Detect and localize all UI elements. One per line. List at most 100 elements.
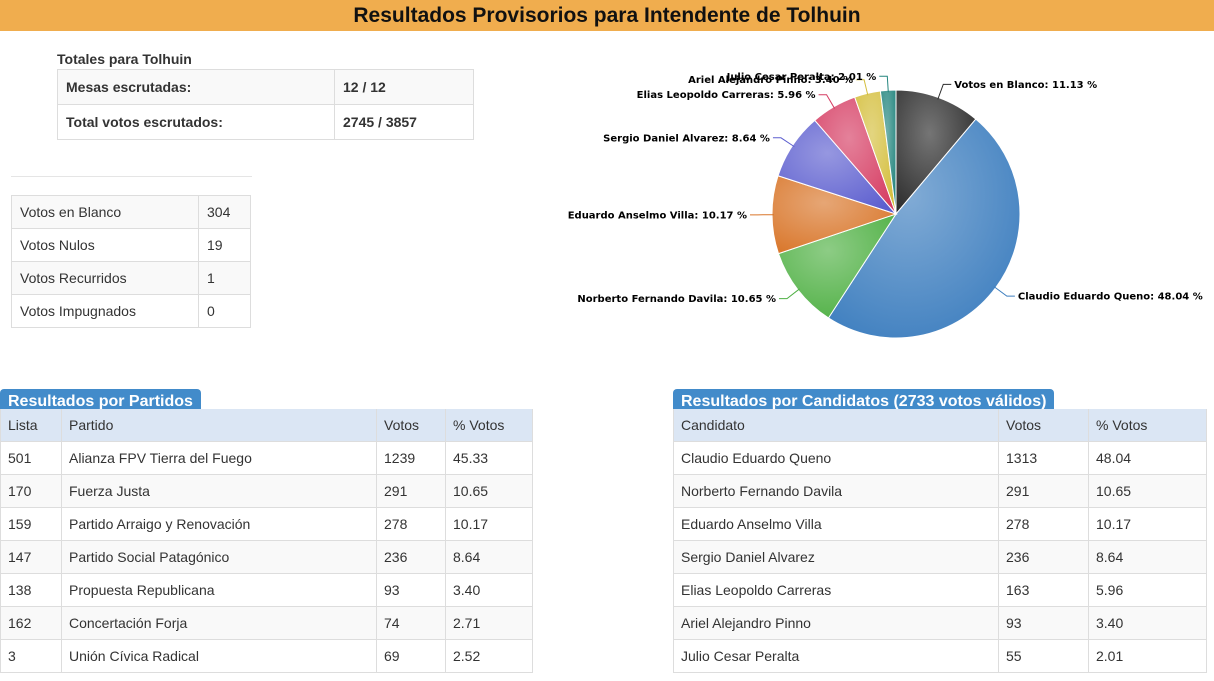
votos-cell: 236	[376, 540, 446, 574]
table-row: 162 Concertación Forja 74 2.71	[0, 606, 533, 640]
special-vote-value: 19	[198, 228, 251, 262]
column-header: Candidato	[673, 409, 999, 442]
candidato-cell: Elias Leopoldo Carreras	[673, 573, 999, 607]
partido-cell: Concertación Forja	[61, 606, 377, 640]
totals-label: Total votos escrutados:	[57, 104, 335, 140]
votos-cell: 1313	[998, 441, 1089, 475]
votos-cell: 291	[376, 474, 446, 508]
candidatos-table: Candidato Votos % Votos Claudio Eduardo …	[673, 409, 1207, 673]
porcentaje-cell: 2.01	[1088, 639, 1207, 673]
special-vote-label: Votos Impugnados	[11, 294, 199, 328]
partido-cell: Propuesta Republicana	[61, 573, 377, 607]
pie-slice-label: Julio Cesar Peralta: 2.01 %	[726, 72, 877, 83]
pie-slice-label: Norberto Fernando Davila: 10.65 %	[577, 294, 776, 305]
porcentaje-cell: 10.65	[445, 474, 533, 508]
porcentaje-cell: 3.40	[1088, 606, 1207, 640]
lista-cell: 3	[0, 639, 62, 673]
porcentaje-cell: 2.71	[445, 606, 533, 640]
table-row: Claudio Eduardo Queno 1313 48.04	[673, 441, 1207, 475]
porcentaje-cell: 2.52	[445, 639, 533, 673]
table-row: Norberto Fernando Davila 291 10.65	[673, 474, 1207, 508]
porcentaje-cell: 10.17	[1088, 507, 1207, 541]
votos-cell: 69	[376, 639, 446, 673]
porcentaje-cell: 48.04	[1088, 441, 1207, 475]
partido-cell: Partido Arraigo y Renovación	[61, 507, 377, 541]
table-row: Votos Impugnados 0	[11, 294, 251, 328]
special-vote-label: Votos en Blanco	[11, 195, 199, 229]
table-row: 3 Unión Cívica Radical 69 2.52	[0, 639, 533, 673]
votos-cell: 278	[998, 507, 1089, 541]
pie-slice-label: Claudio Eduardo Queno: 48.04 %	[1018, 292, 1203, 303]
pie-connector-line	[856, 79, 869, 96]
porcentaje-cell: 3.40	[445, 573, 533, 607]
votos-cell: 291	[998, 474, 1089, 508]
column-header: Votos	[376, 409, 446, 442]
votos-cell: 93	[998, 606, 1089, 640]
special-vote-value: 0	[198, 294, 251, 328]
table-row: 138 Propuesta Republicana 93 3.40	[0, 573, 533, 607]
pie-chart: Votos en Blanco: 11.13 % Claudio Eduardo …	[560, 50, 1214, 350]
column-header: % Votos	[445, 409, 533, 442]
pie-chart-svg: Votos en Blanco: 11.13 % Claudio Eduardo …	[568, 72, 1203, 339]
votos-cell: 1239	[376, 441, 446, 475]
table-row: Ariel Alejandro Pinno 93 3.40	[673, 606, 1207, 640]
candidato-cell: Ariel Alejandro Pinno	[673, 606, 999, 640]
lista-cell: 162	[0, 606, 62, 640]
partido-cell: Unión Cívica Radical	[61, 639, 377, 673]
column-header: Lista	[0, 409, 62, 442]
table-row: Votos Nulos 19	[11, 228, 251, 262]
special-vote-label: Votos Nulos	[11, 228, 199, 262]
votos-cell: 236	[998, 540, 1089, 574]
table-row: Julio Cesar Peralta 55 2.01	[673, 639, 1207, 673]
partidos-table: Lista Partido Votos % Votos 501 Alianza F…	[0, 409, 533, 673]
table-header-row: Candidato Votos % Votos	[673, 409, 1207, 442]
votos-cell: 74	[376, 606, 446, 640]
votos-cell: 278	[376, 507, 446, 541]
pie-slice-label: Elias Leopoldo Carreras: 5.96 %	[637, 90, 816, 101]
pie-connector-line	[778, 288, 800, 300]
porcentaje-cell: 8.64	[1088, 540, 1207, 574]
pie-connector-line	[772, 137, 795, 148]
candidato-cell: Eduardo Anselmo Villa	[673, 507, 999, 541]
lista-cell: 147	[0, 540, 62, 574]
table-row: 147 Partido Social Patagónico 236 8.64	[0, 540, 533, 574]
table-row: Eduardo Anselmo Villa 278 10.17	[673, 507, 1207, 541]
pie-connector-line	[937, 83, 952, 100]
lista-cell: 138	[0, 573, 62, 607]
column-header: Partido	[61, 409, 377, 442]
porcentaje-cell: 10.17	[445, 507, 533, 541]
partido-cell: Alianza FPV Tierra del Fuego	[61, 441, 377, 475]
special-vote-value: 304	[198, 195, 251, 229]
pie-connector-line	[993, 286, 1015, 297]
divider	[11, 176, 252, 177]
totals-label: Mesas escrutadas:	[57, 69, 335, 105]
porcentaje-cell: 5.96	[1088, 573, 1207, 607]
lista-cell: 170	[0, 474, 62, 508]
pie-slice-label: Eduardo Anselmo Villa: 10.17 %	[568, 210, 747, 221]
table-row: Votos en Blanco 304	[11, 195, 251, 229]
special-vote-value: 1	[198, 261, 251, 295]
column-header: % Votos	[1088, 409, 1207, 442]
table-row: 501 Alianza FPV Tierra del Fuego 1239 45.33	[0, 441, 533, 475]
column-header: Votos	[998, 409, 1089, 442]
votos-cell: 163	[998, 573, 1089, 607]
candidato-cell: Julio Cesar Peralta	[673, 639, 999, 673]
partido-cell: Partido Social Patagónico	[61, 540, 377, 574]
special-votes-table: Votos en Blanco 304 Votos Nulos 19 Votos…	[11, 195, 251, 328]
pie-slice-label: Sergio Daniel Alvarez: 8.64 %	[603, 133, 770, 144]
pie-slice-label: Votos en Blanco: 11.13 %	[954, 80, 1097, 91]
partido-cell: Fuerza Justa	[61, 474, 377, 508]
porcentaje-cell: 8.64	[445, 540, 533, 574]
candidato-cell: Norberto Fernando Davila	[673, 474, 999, 508]
totals-value: 2745 / 3857	[334, 104, 474, 140]
table-header-row: Lista Partido Votos % Votos	[0, 409, 533, 442]
votos-cell: 93	[376, 573, 446, 607]
table-row: Sergio Daniel Alvarez 236 8.64	[673, 540, 1207, 574]
lista-cell: 501	[0, 441, 62, 475]
candidato-cell: Claudio Eduardo Queno	[673, 441, 999, 475]
porcentaje-cell: 10.65	[1088, 474, 1207, 508]
totals-value: 12 / 12	[334, 69, 474, 105]
table-row: Votos Recurridos 1	[11, 261, 251, 295]
table-row: Elias Leopoldo Carreras 163 5.96	[673, 573, 1207, 607]
table-row: 170 Fuerza Justa 291 10.65	[0, 474, 533, 508]
